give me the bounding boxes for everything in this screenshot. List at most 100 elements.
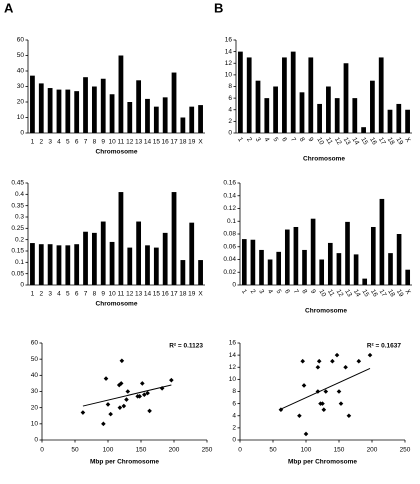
x-tick-label: 18 [386, 136, 396, 146]
bar [362, 278, 368, 285]
r-squared: R² = 0.1123 [169, 343, 203, 350]
y-tick-label: 50 [31, 356, 39, 363]
x-tick-label: 12 [126, 291, 134, 298]
y-tick-label: 30 [31, 388, 39, 395]
bar [353, 254, 359, 285]
y-tick-label: 2 [228, 118, 232, 125]
point [334, 352, 340, 358]
y-tick-label: 0.12 [223, 205, 236, 212]
x-tick-label: 11 [118, 139, 125, 146]
y-tick-label: 40 [31, 372, 39, 379]
y-tick-label: 0 [232, 437, 236, 444]
point [315, 364, 321, 370]
x-axis-label: Chromosome [96, 301, 138, 308]
bar [118, 55, 124, 133]
bar [162, 232, 168, 285]
point [117, 405, 123, 410]
y-tick-label: 0.02 [223, 269, 236, 276]
x-axis-label: Mbp per Chromosome [288, 459, 357, 466]
bar [109, 241, 115, 285]
point [316, 358, 322, 364]
bar [276, 251, 282, 285]
y-tick-label: 6 [228, 95, 232, 102]
point [367, 352, 373, 358]
x-tick-label: 200 [169, 447, 180, 454]
y-tick-label: 0.25 [11, 225, 24, 232]
point [321, 407, 327, 412]
point [125, 389, 131, 394]
y-tick-label: 0.1 [15, 259, 24, 266]
x-tick-label: 4 [57, 291, 61, 298]
x-tick-label: 2 [39, 139, 43, 146]
point [323, 389, 329, 394]
bar [162, 97, 168, 133]
point [145, 390, 150, 396]
trendline [82, 384, 172, 407]
y-tick-label: 0.1 [227, 218, 236, 225]
x-tick-label: 5 [274, 288, 282, 295]
x-tick-label: 15 [359, 136, 369, 146]
x-tick-label: 9 [101, 139, 105, 146]
y-tick-label: 0.06 [223, 243, 236, 250]
bar [30, 243, 35, 285]
x-tick-label: 3 [257, 288, 265, 295]
panel-label: A [4, 0, 14, 15]
x-tick-label: X [198, 291, 203, 298]
bar [259, 249, 264, 285]
y-tick-label: 14 [225, 48, 233, 55]
point [101, 421, 106, 427]
x-tick-label: 9 [309, 288, 317, 295]
bar [290, 51, 296, 133]
x-tick-label: 6 [283, 288, 291, 295]
y-tick-label: 16 [229, 340, 237, 347]
y-tick-label: 0 [20, 282, 24, 289]
bar [153, 247, 159, 285]
bar [56, 245, 62, 285]
x-tick-label: 10 [317, 288, 327, 298]
x-tick-label: 18 [179, 139, 187, 146]
y-tick-label: 10 [225, 72, 233, 79]
bar [343, 63, 349, 133]
point [105, 402, 111, 407]
x-tick-label: 16 [162, 139, 170, 146]
bar [405, 109, 410, 133]
point [330, 358, 335, 364]
point [320, 401, 325, 406]
x-tick-label: 5 [271, 136, 279, 143]
bar [198, 105, 203, 133]
bar [153, 106, 159, 133]
x-tick-label: X [403, 136, 412, 144]
bar [405, 269, 411, 285]
x-tick-label: 16 [368, 136, 378, 146]
bar [145, 245, 150, 285]
x-tick-label: 17 [170, 291, 178, 298]
x-tick-label: 1 [236, 136, 244, 143]
x-tick-label: 250 [400, 447, 411, 454]
bar [189, 106, 195, 133]
bar [145, 98, 150, 133]
x-tick-label: 5 [66, 139, 70, 146]
point [303, 431, 309, 437]
point [147, 408, 152, 414]
bar [352, 98, 358, 133]
x-tick-label: 15 [153, 291, 161, 298]
bar [302, 249, 307, 285]
panel-label: B [214, 0, 223, 15]
point [297, 413, 302, 419]
point [300, 358, 305, 364]
x-tick-label: 19 [188, 291, 196, 298]
x-tick-label: 8 [300, 288, 308, 295]
x-tick-label: 3 [48, 291, 52, 298]
y-tick-label: 0 [232, 282, 236, 289]
x-tick-label: 11 [324, 136, 334, 146]
x-tick-label: 12 [335, 288, 345, 298]
bar [388, 253, 393, 285]
trendline [279, 368, 371, 411]
x-tick-label: 17 [377, 136, 387, 146]
x-tick-label: 1 [240, 288, 248, 295]
bar [241, 239, 247, 285]
x-tick-label: 9 [307, 136, 315, 143]
y-tick-label: 20 [31, 404, 39, 411]
x-tick-label: 3 [254, 136, 262, 143]
y-tick-label: 50 [17, 52, 25, 59]
